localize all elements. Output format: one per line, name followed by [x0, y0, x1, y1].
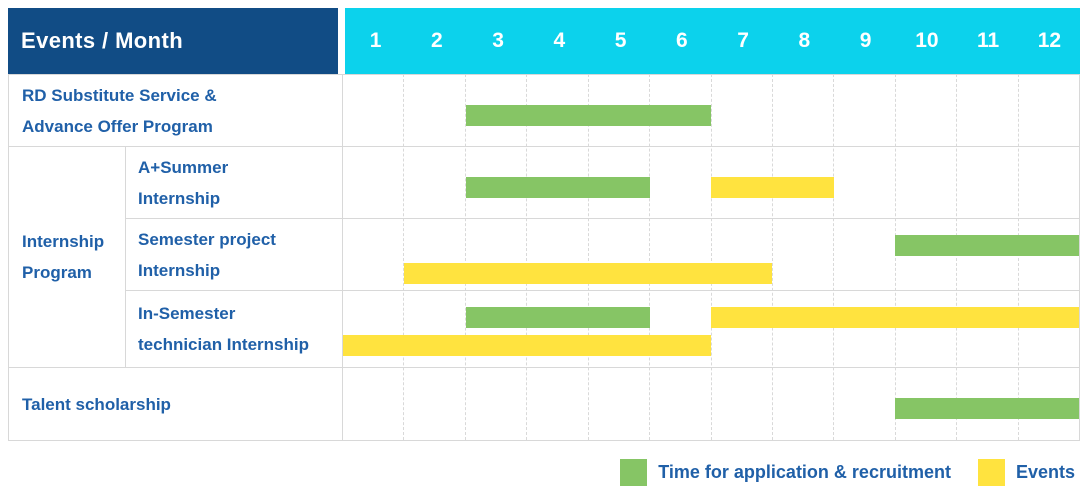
legend-swatch-events — [977, 458, 1005, 486]
corner-header: Events / Month — [8, 8, 338, 74]
month-header-8: 8 — [798, 29, 811, 52]
legend-item-events: Events — [977, 458, 1075, 486]
month-header-12: 12 — [1037, 29, 1062, 52]
month-header-7: 7 — [737, 29, 749, 52]
gantt-bar-events — [711, 307, 1079, 328]
label-line: Program — [22, 263, 92, 282]
month-header-6: 6 — [676, 29, 688, 52]
row-label-talent-scholarship: Talent scholarship — [9, 367, 342, 440]
gantt-bar-application — [465, 307, 650, 328]
month-header-row: 1 2 3 4 5 6 7 8 9 10 11 12 — [345, 8, 1080, 74]
chart-cell-semester-project-internship — [342, 218, 1079, 290]
corner-header-label: Events / Month — [21, 28, 184, 53]
gantt-bar-application — [895, 398, 1079, 419]
chart-cell-in-semester-technician-internship — [342, 290, 1079, 367]
label-line: Internship — [138, 188, 221, 208]
label-line: RD Substitute Service & — [22, 85, 217, 105]
label-line: Talent scholarship — [22, 394, 171, 414]
gantt-body: RD Substitute Service & Advance Offer Pro… — [8, 74, 1080, 441]
legend-label-events: Events — [1015, 461, 1075, 482]
label-line: In-Semester — [138, 304, 236, 323]
month-header-4: 4 — [553, 29, 566, 52]
gantt-bar-application — [465, 105, 711, 126]
month-header-1: 1 — [369, 29, 382, 52]
legend-label-application: Time for application & recruitment — [658, 461, 951, 482]
month-header-11: 11 — [977, 29, 1000, 52]
month-header-3: 3 — [492, 29, 504, 52]
gantt-bar-events — [711, 177, 834, 198]
month-header-2: 2 — [431, 29, 443, 52]
month-header-9: 9 — [859, 29, 872, 52]
label-line: Semester project — [138, 229, 276, 249]
chart-cell-a-summer-internship — [342, 146, 1079, 218]
label-line: technician Internship — [138, 335, 309, 354]
row-label-rd-substitute-service-advance-offer-program: RD Substitute Service & Advance Offer Pro… — [9, 74, 342, 146]
legend: Time for application & recruitment Events — [620, 457, 1075, 487]
chart-cell-talent-scholarship — [342, 367, 1079, 440]
chart-cell-rd-substitute-service-advance-offer-program — [342, 74, 1079, 146]
label-line: Internship — [22, 232, 105, 251]
gantt-bar-events — [343, 335, 711, 356]
label-line: A+Summer — [138, 157, 229, 177]
gantt-table: Events / Month 1 2 3 4 5 6 7 8 9 10 11 12 RD Substi… — [8, 8, 1080, 442]
row-label-a-summer-internship: A+Summer Internship — [126, 146, 342, 218]
row-label-in-semester-technician-internship: In-Semester technician Internship — [126, 290, 342, 367]
gantt-bar-application — [895, 235, 1079, 256]
month-header-10: 10 — [915, 29, 939, 52]
gantt-bar-events — [404, 263, 773, 284]
label-line: Internship — [138, 260, 221, 280]
label-line: Advance Offer Program — [22, 116, 213, 136]
legend-swatch-application — [620, 458, 648, 486]
month-header-5: 5 — [614, 29, 627, 52]
row-group-internship-program: Internship Program — [9, 146, 126, 367]
legend-item-application: Time for application & recruitment — [620, 458, 951, 486]
row-label-semester-project-internship: Semester project Internship — [126, 218, 342, 290]
gantt-bar-application — [465, 177, 650, 198]
